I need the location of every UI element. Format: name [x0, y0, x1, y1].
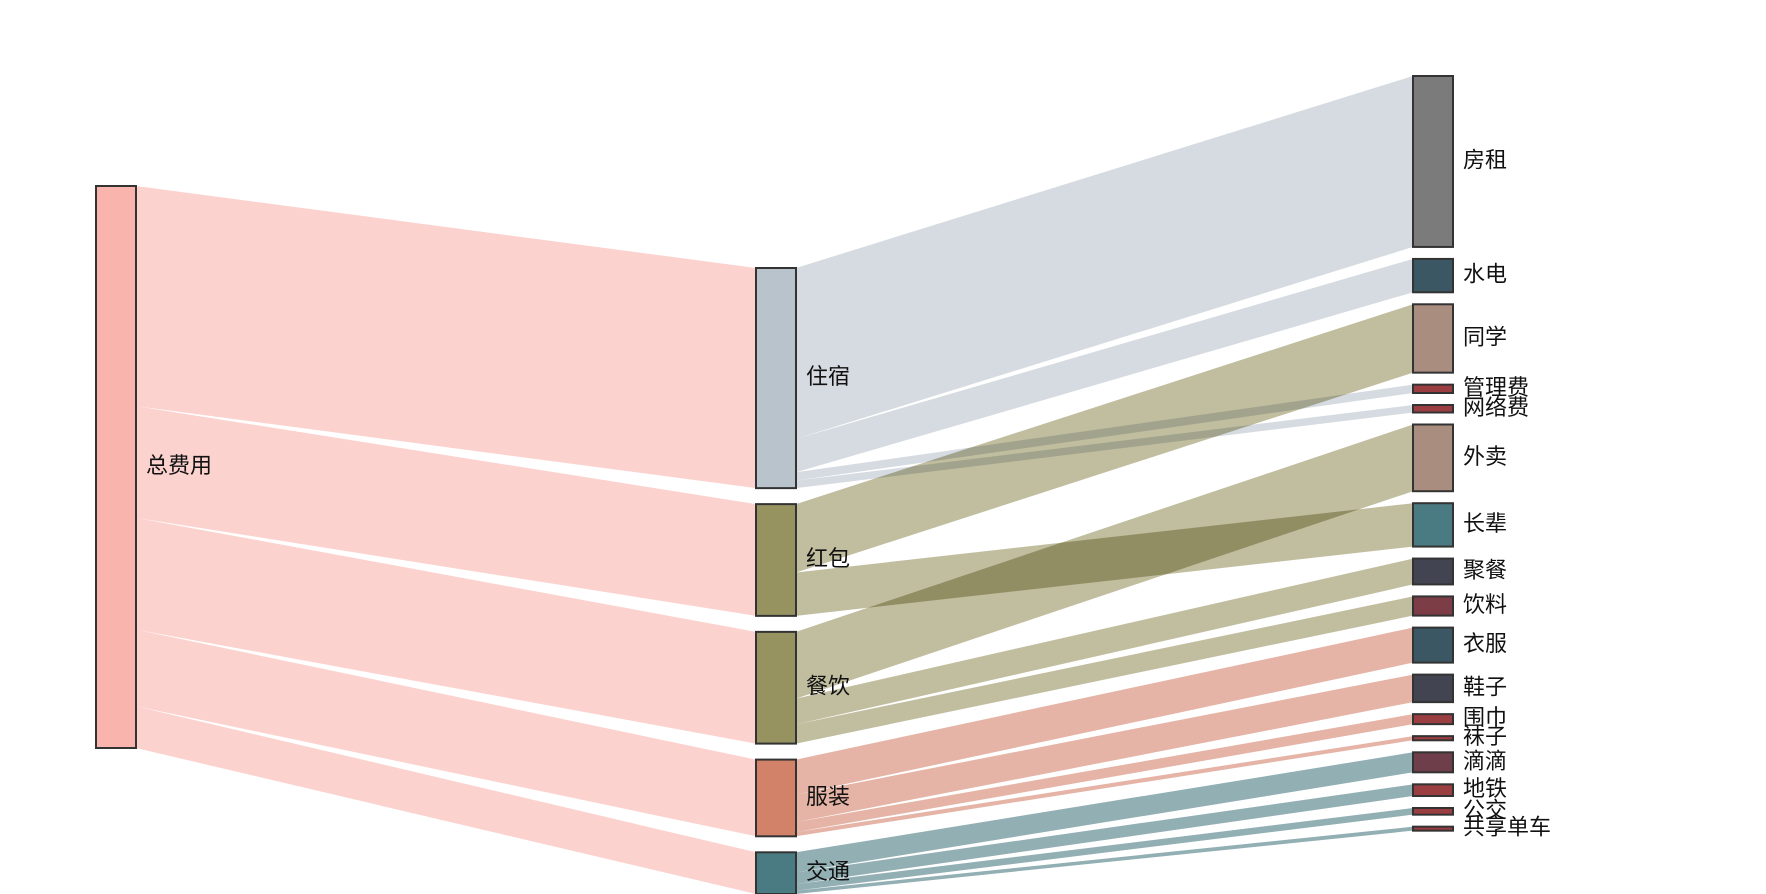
- node-水电: [1412, 257, 1454, 294]
- node-label-滴滴: 滴滴: [1463, 749, 1507, 774]
- node-label-共享单车: 共享单车: [1463, 816, 1551, 841]
- links-layer: [136, 76, 1413, 894]
- node-label-外卖: 外卖: [1463, 445, 1507, 470]
- node-餐饮: [755, 630, 797, 745]
- node-label-鞋子: 鞋子: [1463, 675, 1507, 700]
- node-共享单车: [1412, 825, 1454, 832]
- node-网络费: [1412, 404, 1454, 414]
- node-label-聚餐: 聚餐: [1463, 558, 1507, 583]
- link-交通-地铁: [796, 784, 1413, 884]
- node-label-地铁: 地铁: [1463, 777, 1507, 802]
- link-交通-滴滴: [796, 752, 1413, 873]
- link-餐饮-外卖: [796, 424, 1413, 699]
- link-交通-共享单车: [796, 826, 1413, 894]
- node-服装: [755, 758, 797, 838]
- node-同学: [1412, 303, 1454, 374]
- node-衣服: [1412, 626, 1454, 664]
- node-房租: [1412, 75, 1454, 248]
- link-总费用-交通: [136, 706, 756, 894]
- node-管理费: [1412, 383, 1454, 394]
- link-总费用-住宿: [136, 186, 756, 489]
- link-总费用-餐饮: [136, 517, 756, 744]
- node-label-同学: 同学: [1463, 325, 1507, 350]
- link-餐饮-饮料: [796, 596, 1413, 744]
- node-红包: [755, 503, 797, 617]
- node-label-长辈: 长辈: [1463, 512, 1507, 537]
- node-鞋子: [1412, 673, 1454, 704]
- node-总费用: [95, 185, 137, 749]
- node-label-餐饮: 餐饮: [806, 675, 850, 700]
- link-总费用-红包: [136, 406, 756, 616]
- link-服装-袜子: [796, 736, 1413, 837]
- link-住宿-水电: [796, 258, 1413, 473]
- link-红包-同学: [796, 304, 1413, 573]
- node-label-交通: 交通: [806, 860, 850, 885]
- node-label-网络费: 网络费: [1463, 396, 1529, 421]
- link-交通-公交: [796, 807, 1413, 891]
- link-服装-鞋子: [796, 674, 1413, 823]
- node-label-总费用: 总费用: [146, 454, 212, 479]
- node-label-房租: 房租: [1463, 148, 1507, 173]
- node-label-饮料: 饮料: [1463, 593, 1507, 618]
- node-label-管理费: 管理费: [1463, 376, 1529, 401]
- node-label-衣服: 衣服: [1463, 632, 1507, 657]
- node-地铁: [1412, 783, 1454, 797]
- node-label-水电: 水电: [1463, 263, 1507, 288]
- node-聚餐: [1412, 557, 1454, 586]
- node-label-袜子: 袜子: [1463, 725, 1507, 750]
- node-label-红包: 红包: [806, 547, 850, 572]
- link-服装-衣服: [796, 627, 1413, 795]
- node-交通: [755, 851, 797, 894]
- node-label-住宿: 住宿: [806, 365, 850, 390]
- node-住宿: [755, 267, 797, 490]
- link-住宿-房租: [796, 76, 1413, 439]
- node-label-围巾: 围巾: [1463, 706, 1507, 731]
- node-饮料: [1412, 595, 1454, 617]
- node-袜子: [1412, 735, 1454, 742]
- link-服装-围巾: [796, 714, 1413, 833]
- node-滴滴: [1412, 751, 1454, 774]
- link-餐饮-聚餐: [796, 558, 1413, 725]
- node-围巾: [1412, 713, 1454, 726]
- node-公交: [1412, 806, 1454, 816]
- node-label-服装: 服装: [806, 785, 850, 810]
- link-总费用-服装: [136, 629, 756, 837]
- node-外卖: [1412, 423, 1454, 493]
- node-label-公交: 公交: [1463, 798, 1507, 823]
- node-长辈: [1412, 502, 1454, 548]
